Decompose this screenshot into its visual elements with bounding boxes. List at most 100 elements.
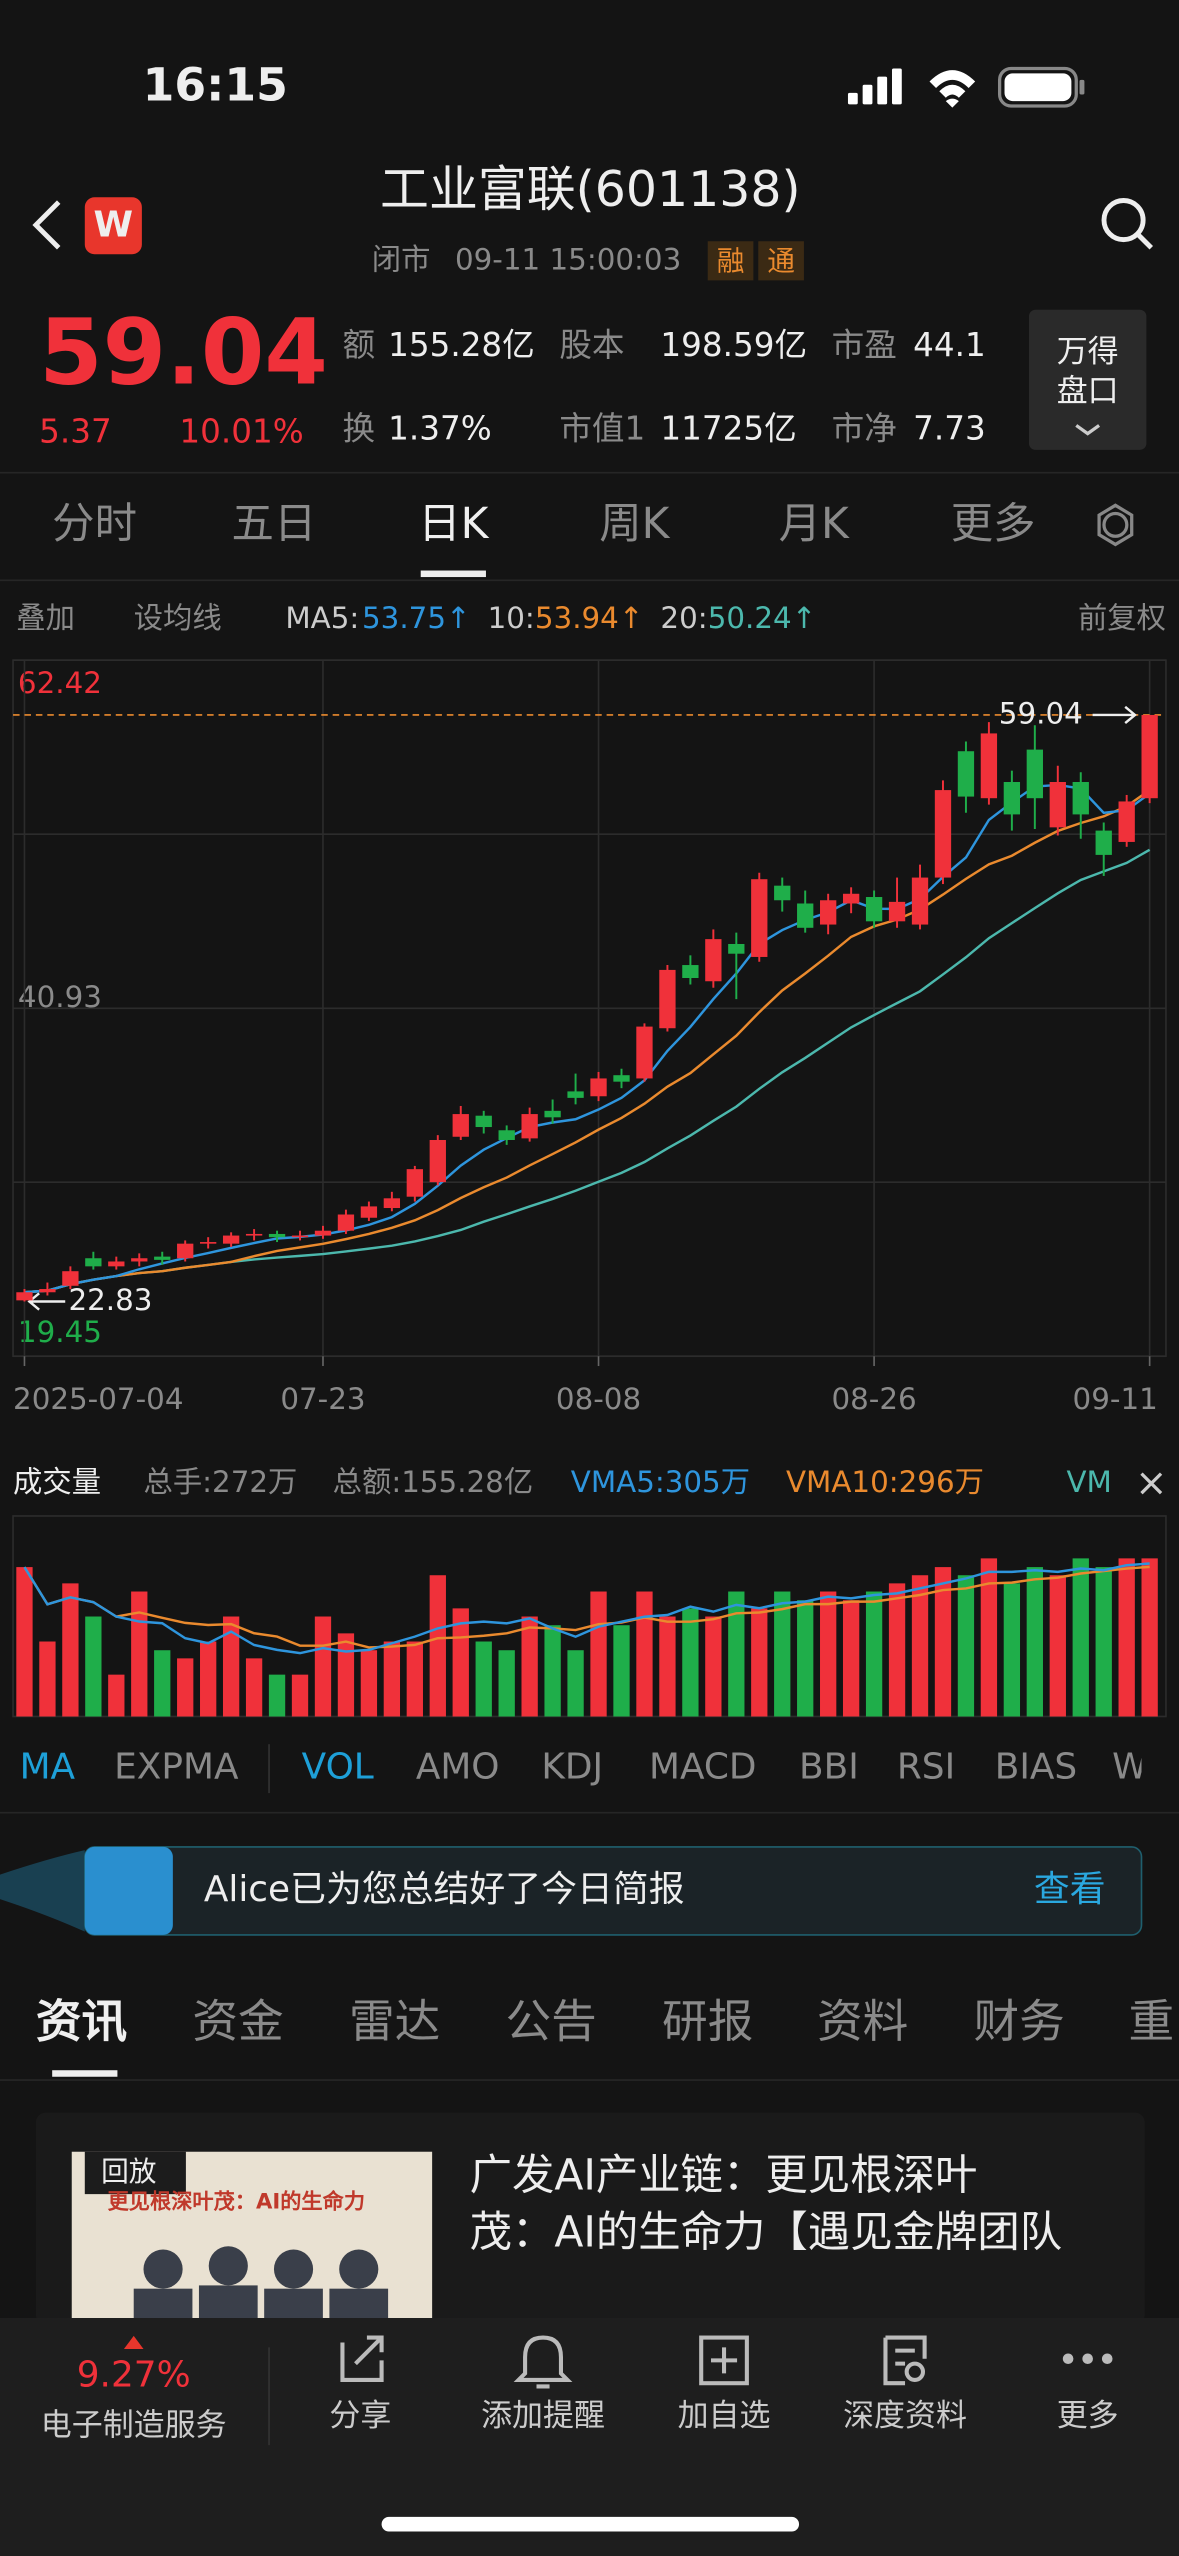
volume-bar	[957, 1575, 975, 1717]
volume-bar	[980, 1558, 998, 1717]
indicator-tab[interactable]: VOL	[302, 1747, 374, 1788]
period-tab[interactable]: 分时	[52, 499, 137, 548]
period-tab[interactable]: 更多	[951, 499, 1036, 548]
stat-label: 市值1	[559, 409, 645, 447]
up-arrow	[123, 2335, 144, 2349]
indicator-tab[interactable]: KDJ	[541, 1747, 603, 1788]
adjust-mode[interactable]: 前复权	[1078, 601, 1166, 635]
candle-body	[980, 733, 998, 799]
volume-bar	[1049, 1575, 1066, 1717]
low-arrow	[27, 1292, 66, 1311]
toolbar-item[interactable]: 叠加	[16, 601, 75, 635]
bottom-action[interactable]: 深度资料	[843, 2398, 967, 2434]
period-tab[interactable]: 月K	[779, 499, 850, 548]
indicator-tab[interactable]: W&R	[1112, 1747, 1179, 1788]
volume-bar	[659, 1616, 676, 1717]
news-title[interactable]: 茂：AI的生命力【遇见金牌团队	[470, 2207, 1062, 2256]
panel-button[interactable]	[1028, 309, 1147, 450]
sector-name[interactable]: 电子制造服务	[41, 2408, 227, 2444]
volume-bar	[291, 1674, 309, 1717]
back-button[interactable]	[32, 200, 61, 250]
candle-body	[1049, 782, 1066, 828]
candle-body	[888, 901, 906, 922]
news-tab[interactable]: 资料	[817, 1995, 908, 2048]
bottom-action[interactable]: 更多	[1057, 2398, 1119, 2434]
indicator-tab[interactable]: BBI	[799, 1747, 859, 1788]
period-tab[interactable]: 周K	[599, 499, 670, 548]
bottom-action[interactable]: 添加提醒	[481, 2398, 605, 2434]
settings-icon[interactable]	[1102, 511, 1129, 538]
indicator-tab[interactable]: EXPMA	[114, 1747, 239, 1788]
toolbar-item[interactable]: 设均线	[134, 601, 222, 635]
volume-bar	[865, 1591, 883, 1717]
vma-label: VMA5:305万	[571, 1465, 750, 1499]
vma-label: VM	[1066, 1465, 1111, 1499]
low-label: 22.83	[68, 1283, 152, 1317]
candle-body	[820, 900, 837, 925]
news-tab[interactable]: 公告	[506, 1995, 597, 2048]
candle-body	[797, 903, 814, 928]
x-tick-label: 08-08	[556, 1382, 641, 1416]
ma5-line	[24, 783, 1151, 1294]
indicator-tab[interactable]: AMO	[416, 1747, 500, 1788]
volume-bar	[613, 1625, 630, 1717]
candle-body	[314, 1230, 332, 1236]
x-tick-label: 07-23	[280, 1382, 365, 1416]
banner-text[interactable]: Alice已为您总结好了今日简报	[204, 1869, 685, 1910]
news-badge: 回放	[101, 2155, 156, 2188]
stat-value: 155.28亿	[388, 326, 535, 364]
status-time: 16:15	[143, 59, 288, 112]
candle-body	[131, 1258, 148, 1262]
high-arrow	[1092, 705, 1137, 725]
indicator-tab[interactable]: MA	[20, 1747, 76, 1788]
panel-label[interactable]: 盘口	[1057, 373, 1119, 409]
bottom-action[interactable]: 分享	[329, 2398, 391, 2434]
volume-bar	[1141, 1558, 1158, 1717]
change: 5.37	[39, 413, 112, 451]
candle-body	[452, 1114, 469, 1137]
candle-body	[177, 1243, 194, 1259]
indicator-tab[interactable]: MACD	[649, 1747, 757, 1788]
volume-bar	[429, 1575, 446, 1717]
search-button[interactable]	[1101, 198, 1146, 243]
volume-bar	[1003, 1583, 1021, 1717]
news-tab[interactable]: 重	[1128, 1995, 1174, 2048]
market-state: 闭市	[372, 242, 431, 276]
candle-body	[406, 1169, 423, 1197]
banner-action[interactable]: 查看	[1034, 1869, 1106, 1910]
close-volume[interactable]	[1140, 1472, 1163, 1495]
news-tab[interactable]: 财务	[974, 1995, 1065, 2048]
candle-body	[475, 1115, 492, 1128]
volume-bar	[1118, 1558, 1135, 1717]
news-title[interactable]: 广发AI产业链：更见根深叶	[470, 2150, 978, 2199]
stat-label: 额	[342, 326, 375, 364]
volume-bar	[406, 1641, 423, 1717]
period-tab[interactable]: 五日	[232, 499, 317, 548]
volume-bar	[797, 1600, 814, 1717]
news-tab[interactable]: 雷达	[349, 1995, 440, 2048]
news-tab[interactable]: 研报	[662, 1995, 753, 2048]
panel-label[interactable]: 万得	[1057, 334, 1119, 370]
candle-body	[39, 1289, 56, 1293]
candle-body	[774, 885, 791, 901]
sector-pct[interactable]: 9.27%	[77, 2355, 191, 2396]
candle-body	[659, 969, 676, 1029]
volume-bar	[567, 1650, 584, 1717]
volume-bar	[452, 1608, 469, 1717]
volume-bar	[245, 1658, 263, 1717]
candle-body	[245, 1233, 263, 1236]
candle-body	[751, 879, 768, 957]
status-icons	[847, 66, 1085, 108]
stat-value: 1.37%	[388, 409, 492, 447]
volume-bar	[911, 1575, 929, 1717]
candle-body	[1072, 782, 1089, 815]
news-tab[interactable]: 资讯	[36, 1995, 127, 2048]
indicator-tab[interactable]: BIAS	[995, 1747, 1077, 1788]
bottom-action[interactable]: 加自选	[678, 2398, 771, 2434]
indicator-tab[interactable]: RSI	[897, 1747, 955, 1788]
volume-bar	[39, 1641, 56, 1717]
x-tick-label: 2025-07-04	[13, 1382, 183, 1416]
news-tab[interactable]: 资金	[192, 1995, 283, 2048]
period-tab[interactable]: 日K	[418, 499, 489, 548]
